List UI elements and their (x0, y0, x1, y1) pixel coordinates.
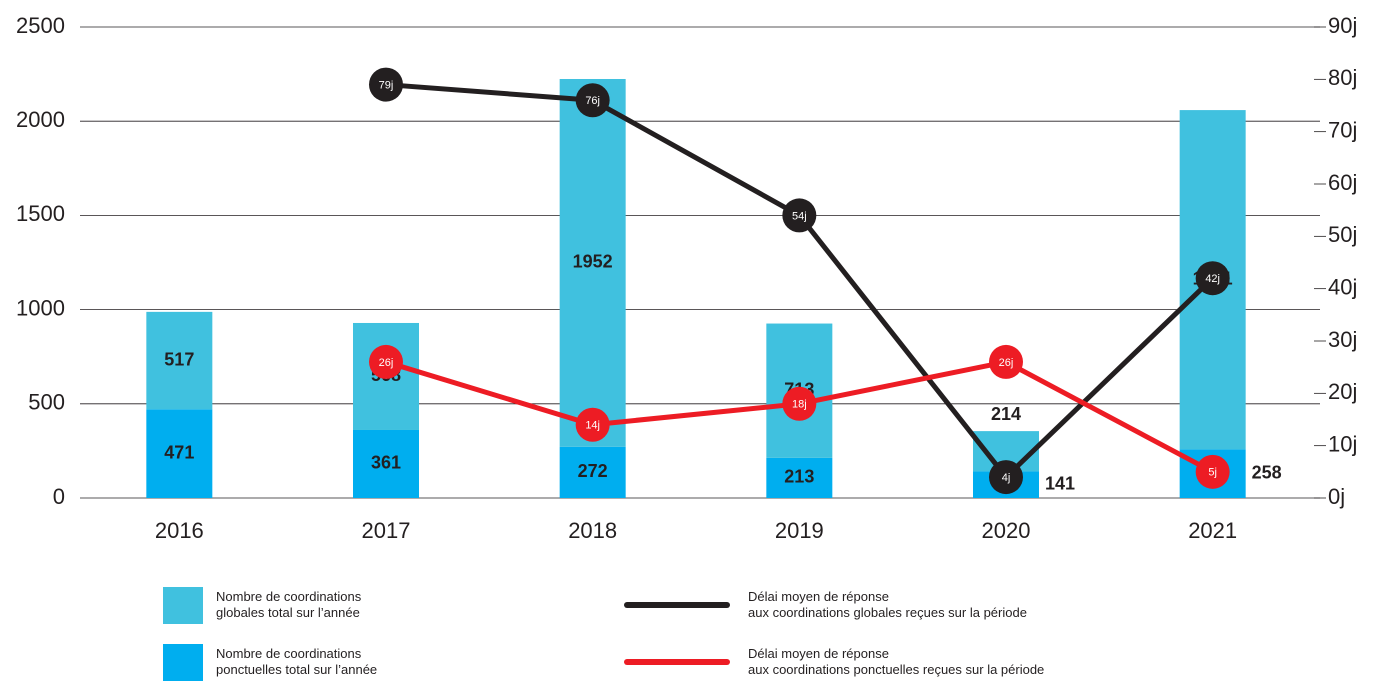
x-tick-label: 2019 (775, 518, 824, 543)
line-point (575, 83, 610, 118)
line-point (369, 67, 403, 102)
bar-segment (559, 78, 626, 447)
point-label: 26j (999, 357, 1014, 369)
y2-tick-label: 60j (1328, 170, 1357, 195)
y2-tick-label: 0j (1328, 484, 1345, 509)
x-tick-label: 2017 (362, 518, 411, 543)
line-point (369, 344, 403, 379)
x-tick-label: 2018 (568, 518, 617, 543)
point-label: 26j (379, 357, 394, 369)
bar-segment (353, 429, 419, 498)
point-label: 79j (379, 79, 394, 91)
point-label: 5j (1208, 467, 1217, 479)
line-point (1195, 454, 1230, 489)
x-tick-label: 2016 (155, 518, 204, 543)
y2-tick-label: 70j (1328, 117, 1357, 142)
y-tick-label: 500 (28, 390, 65, 415)
y2-tick-label: 50j (1328, 222, 1357, 247)
line-point (989, 460, 1023, 495)
line-point (782, 386, 817, 421)
x-tick-label: 2020 (982, 518, 1031, 543)
y-tick-label: 0 (53, 484, 65, 509)
y2-tick-label: 30j (1328, 327, 1357, 352)
y2-tick-label: 10j (1328, 431, 1357, 456)
legend-label: Nombre de coordinations globales total s… (216, 589, 362, 620)
bar-value-label: 361 (371, 453, 401, 473)
point-label: 76j (585, 95, 600, 107)
legend-swatch (163, 587, 203, 624)
x-tick-label: 2021 (1188, 518, 1237, 543)
bar-value-label: 471 (164, 442, 194, 462)
y2-tick-label: 90j (1328, 13, 1357, 38)
point-label: 18j (792, 399, 807, 411)
bar-value-label: 258 (1252, 462, 1282, 482)
bar-segment (766, 457, 833, 498)
bar-segment (146, 409, 213, 498)
bar-value-label: 272 (578, 461, 608, 481)
legend-label: Nombre de coordinations ponctuelles tota… (216, 646, 378, 677)
legend-label: Délai moyen de réponse aux coordinations… (748, 646, 1045, 677)
point-label: 4j (1002, 472, 1011, 484)
line-point (1195, 261, 1230, 296)
line-point (575, 407, 610, 442)
bar-segment (559, 446, 626, 498)
bar-segment (146, 311, 213, 410)
bar-value-label: 1952 (573, 252, 613, 272)
legend-swatch (163, 644, 203, 681)
line-point (782, 198, 817, 233)
point-label: 54j (792, 210, 807, 222)
bar-value-label: 141 (1045, 473, 1075, 493)
line-point (989, 344, 1023, 379)
y-tick-label: 1500 (16, 201, 65, 226)
y2-tick-label: 20j (1328, 379, 1357, 404)
y-tick-label: 2500 (16, 13, 65, 38)
y-tick-label: 2000 (16, 107, 65, 132)
y2-tick-label: 40j (1328, 274, 1357, 299)
bar-value-label: 213 (784, 467, 814, 487)
legend-label: Délai moyen de réponse aux coordinations… (748, 589, 1027, 620)
bar-value-label: 214 (991, 404, 1021, 424)
bar-value-label: 517 (164, 349, 194, 369)
point-label: 14j (585, 420, 600, 432)
point-label: 42j (1205, 273, 1220, 285)
y2-tick-label: 80j (1328, 65, 1357, 90)
y-tick-label: 1000 (16, 295, 65, 320)
